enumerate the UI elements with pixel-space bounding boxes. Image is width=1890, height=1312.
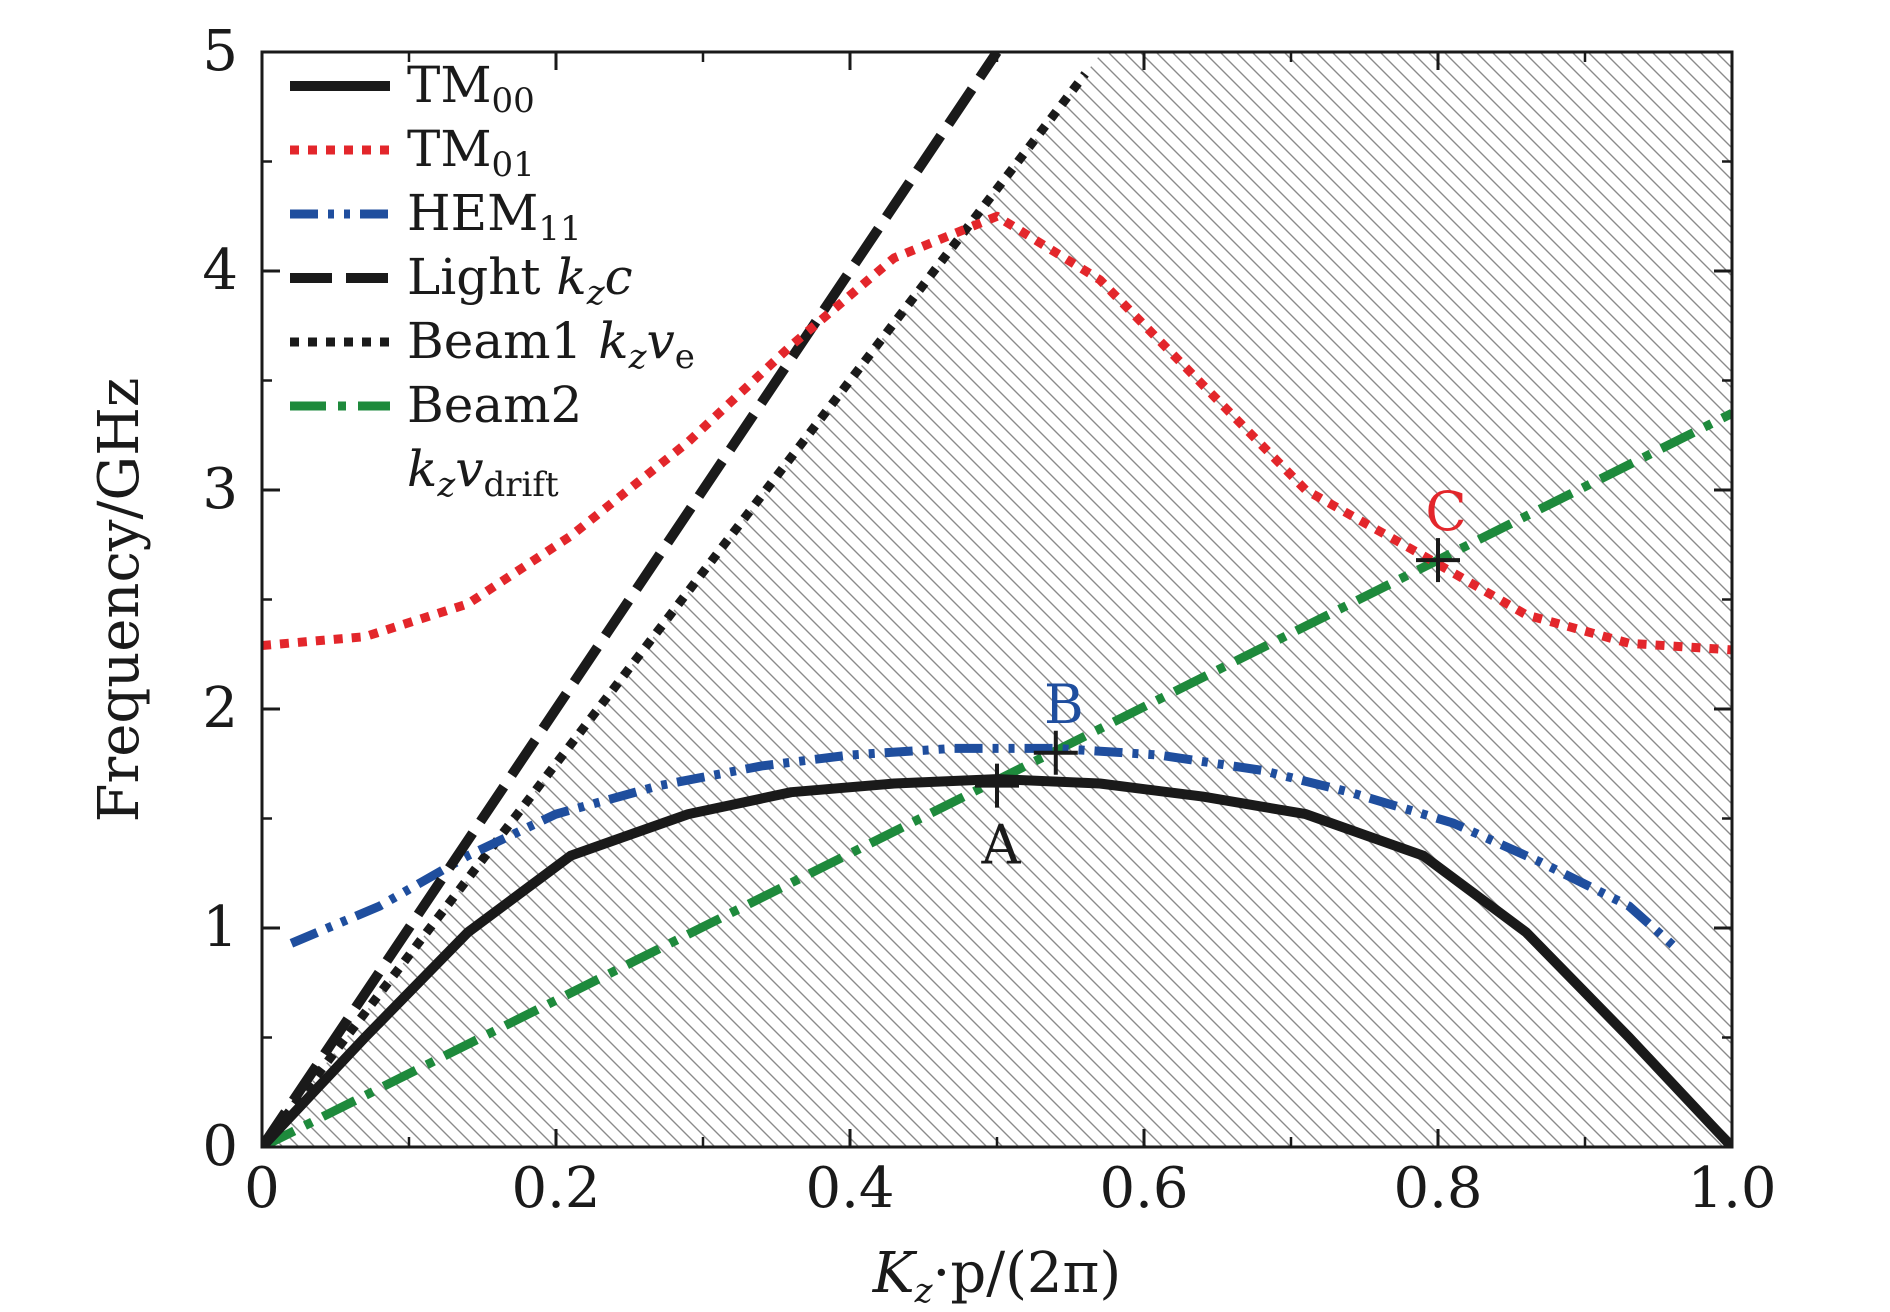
legend-label-3: Light kzc	[407, 248, 633, 313]
y-tick-label: 4	[202, 238, 238, 303]
legend-label-2: HEM11	[407, 184, 582, 249]
y-tick-label: 1	[202, 895, 238, 960]
legend-label-1: TM01	[407, 120, 535, 185]
x-tick-label: 1.0	[1687, 1156, 1776, 1221]
ticks-layer: 0 0.2 0.4 0.6 0.8 1.0 0 1 2 3 4 5	[202, 19, 1776, 1221]
y-tick-label: 5	[202, 19, 238, 84]
series-line-tm01	[262, 211, 1732, 655]
shaded-region	[262, 52, 1732, 1147]
point-label-a: A	[981, 814, 1022, 877]
legend-label-4: Beam1 kzve	[407, 312, 695, 377]
y-tick-label: 3	[202, 457, 238, 522]
x-axis-title: Kz·p/(2π)	[872, 1241, 1121, 1311]
point-label-c: C	[1425, 480, 1466, 543]
x-tick-label: 0	[244, 1156, 280, 1221]
legend-label-beam2-formula: kzvdrift	[407, 440, 559, 505]
series-line-light	[262, 52, 1002, 1147]
x-tick-label: 0.6	[1099, 1156, 1188, 1221]
y-axis-title: Frequency/GHz	[87, 378, 152, 823]
x-tick-label: 0.4	[805, 1156, 894, 1221]
y-tick-label: 0	[202, 1114, 238, 1179]
annotations-layer: A B C	[975, 480, 1467, 877]
x-tick-label: 0.8	[1393, 1156, 1482, 1221]
x-tick-label: 0.2	[511, 1156, 600, 1221]
legend-label-5: Beam2	[407, 376, 582, 434]
legend-label-0: TM00	[407, 56, 535, 121]
y-tick-label: 2	[202, 676, 238, 741]
point-label-b: B	[1044, 673, 1084, 736]
